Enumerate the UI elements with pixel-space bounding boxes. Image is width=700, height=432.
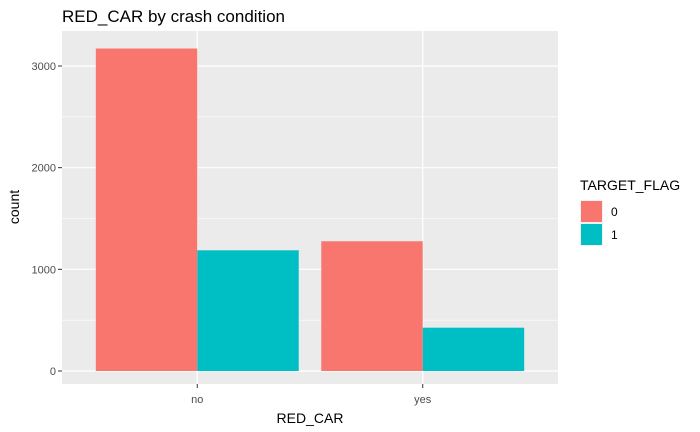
- x-tick-label: no: [191, 394, 203, 406]
- y-axis-title: count: [6, 190, 22, 224]
- legend-swatch-1: [581, 224, 602, 245]
- legend-title: TARGET_FLAG: [580, 177, 680, 193]
- legend-swatch-0: [581, 201, 602, 222]
- y-tick-label: 1000: [32, 264, 56, 276]
- bar-no-flag-1: [197, 250, 299, 371]
- legend-label-0: 0: [611, 205, 618, 219]
- y-tick-label: 3000: [32, 61, 56, 73]
- x-axis: no yes: [191, 384, 432, 406]
- y-axis: 0 1000 2000 3000: [32, 61, 62, 378]
- x-axis-title: RED_CAR: [277, 410, 344, 426]
- bar-no-flag-0: [95, 48, 198, 371]
- chart-title: RED_CAR by crash condition: [62, 7, 285, 26]
- bars: [95, 48, 525, 371]
- legend-label-1: 1: [611, 228, 618, 242]
- y-tick-label: 0: [50, 366, 56, 378]
- bar-yes-flag-0: [321, 241, 423, 371]
- bar-yes-flag-1: [422, 327, 525, 371]
- y-tick-label: 2000: [32, 163, 56, 175]
- legend: TARGET_FLAG 0 1: [580, 177, 680, 246]
- x-tick-label: yes: [414, 394, 432, 406]
